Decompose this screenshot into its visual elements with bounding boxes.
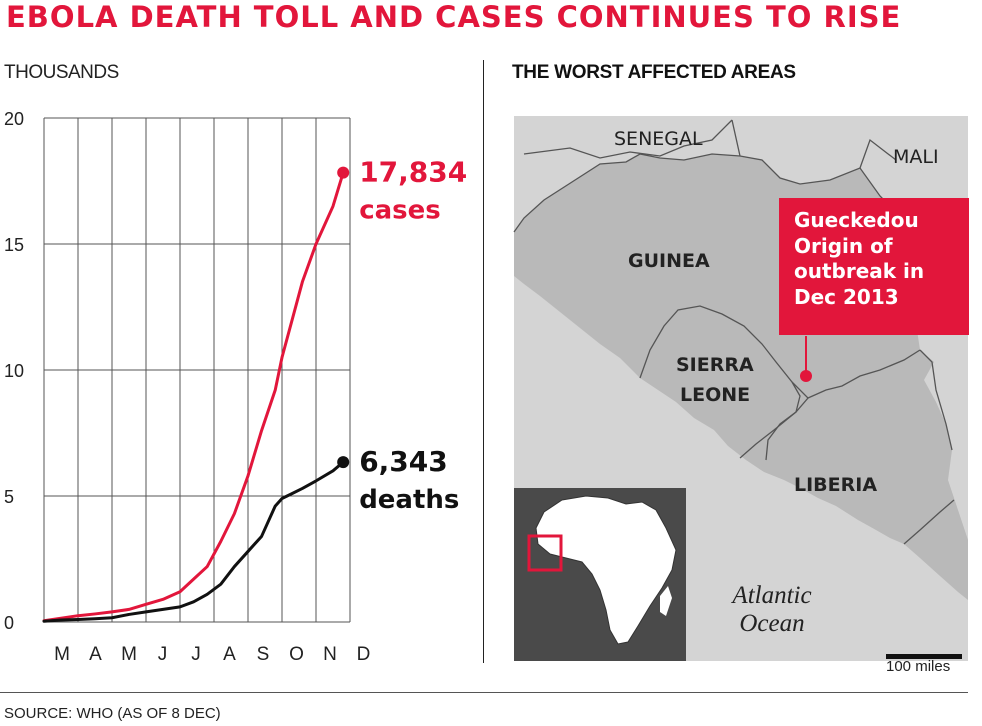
origin-line-2: Origin of: [794, 233, 893, 258]
border-guinea-north: [513, 153, 897, 233]
series-line-cases: [42, 171, 345, 623]
ocean-label-line-2: Ocean: [739, 609, 805, 637]
label-mali: MALI: [893, 146, 939, 168]
x-tick-label: M: [54, 644, 70, 665]
x-tick-label: N: [323, 644, 337, 665]
x-tick-label: J: [191, 644, 201, 665]
y-tick-label: 15: [4, 235, 24, 255]
map-title: THE WORST AFFECTED AREAS: [512, 62, 796, 83]
series-line-deaths: [42, 460, 345, 623]
label-senegal: SENEGAL: [614, 128, 703, 150]
ocean-label: Atlantic Ocean: [712, 582, 832, 637]
country-borders: [513, 119, 955, 545]
series-end-value-deaths: 6,343: [359, 445, 448, 478]
border-mali: [731, 119, 897, 169]
y-tick-label: 10: [4, 361, 24, 381]
headline: EBOLA DEATH TOLL AND CASES CONTINUES TO …: [6, 0, 902, 34]
scale-label: 100 miles: [886, 658, 951, 675]
border-senegal: [523, 119, 733, 159]
x-tick-label: O: [289, 644, 304, 665]
series-end-marker-cases: [337, 166, 350, 179]
series-end-name-cases: cases: [359, 196, 441, 226]
label-africa: AFRICA: [572, 536, 638, 557]
y-tick-label: 5: [4, 487, 14, 507]
x-tick-label: D: [357, 644, 371, 665]
origin-marker: [800, 370, 812, 382]
border-liberia-guinea: [739, 349, 921, 459]
y-axis-unit-label: THOUSANDS: [4, 62, 119, 83]
madagascar-shape: [660, 586, 672, 616]
x-tick-label: A: [223, 644, 236, 665]
origin-line-4: Dec 2013: [794, 284, 899, 309]
x-tick-label: A: [89, 644, 102, 665]
africa-inset: [514, 488, 686, 661]
label-liberia: LIBERIA: [794, 474, 878, 496]
west-africa-map: [513, 116, 968, 661]
series-end-marker-deaths: [337, 456, 350, 469]
x-tick-label: S: [257, 644, 270, 665]
footer-divider: [0, 692, 968, 693]
x-tick-label: M: [121, 644, 137, 665]
label-sierra-leone-1: SIERRA: [676, 354, 754, 376]
ocean-label-line-1: Atlantic: [732, 582, 812, 609]
y-tick-label: 20: [4, 109, 24, 129]
origin-callout: Gueckedou Origin of outbreak in Dec 2013: [779, 198, 969, 335]
inset-highlight-box: [527, 534, 563, 572]
origin-line-3: outbreak in: [794, 259, 925, 284]
y-tick-label: 0: [4, 613, 14, 633]
border-east: [903, 349, 955, 545]
series-end-value-cases: 17,834: [359, 156, 467, 189]
series-end-name-deaths: deaths: [359, 485, 459, 515]
origin-line-1: Gueckedou: [794, 208, 919, 232]
scale-bar: [886, 654, 962, 659]
label-sierra-leone-2: LEONE: [680, 384, 751, 406]
source-note: SOURCE: WHO (AS OF 8 DEC): [4, 705, 221, 722]
label-guinea: GUINEA: [628, 250, 710, 272]
africa-silhouette: [535, 495, 677, 645]
panel-divider: [483, 60, 484, 663]
x-tick-label: J: [158, 644, 168, 665]
